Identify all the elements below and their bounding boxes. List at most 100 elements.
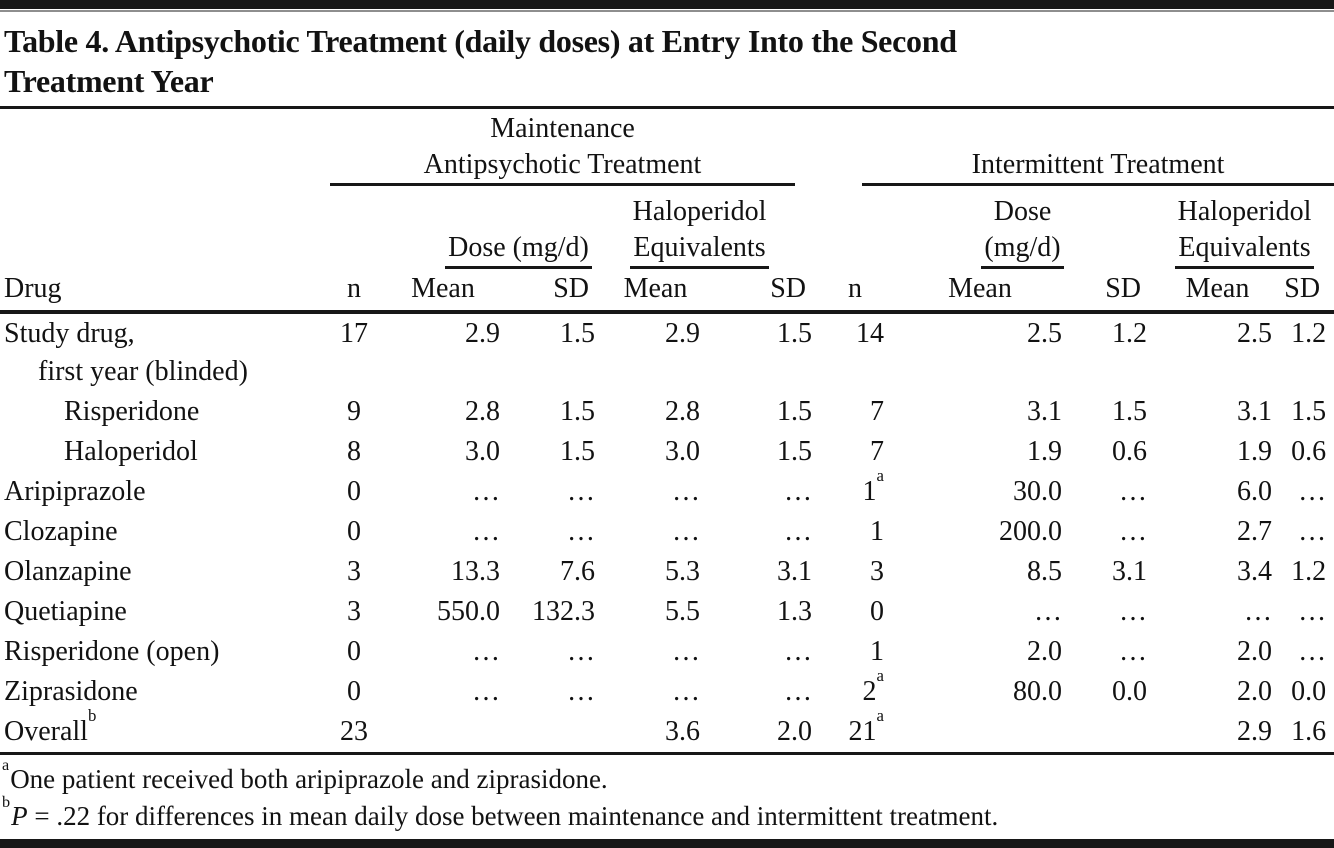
maintenance-dose-header: Dose (mg/d) [378,186,603,269]
table-row: Study drug, first year (blinded) 17 2.9 1.5 2… [0,312,1334,392]
cell: … [1119,596,1147,627]
cell: 1.5 [777,318,812,349]
cell: 2.5 [1027,318,1062,349]
spacer-cell [820,186,890,269]
cell: 550.0 [437,596,500,627]
cell: 0.6 [1291,436,1327,467]
cell: 1.2 [1291,318,1327,349]
intermittent-label: Intermittent Treatment [971,149,1225,180]
maintenance-haloperidol-equivalents-header: Haloperidol Equivalents [603,186,820,269]
cell: … [472,516,500,547]
cell: 132.3 [532,596,595,627]
maintenance-dose-underline: Dose (mg/d) [445,230,592,269]
column-header-drug: Drug [0,269,330,314]
cell: … [784,476,812,507]
cell: 1.3 [777,596,812,627]
cell: 1.2 [1112,318,1147,349]
maintenance-haloperidol-equivalents-underline: Haloperidol Equivalents [629,194,770,269]
subgroup-header-row: Dose (mg/d) Haloperidol Equivalents Dose… [0,186,1334,269]
table-title-line1: Table 4. Antipsychotic Treatment (daily … [4,23,957,59]
top-rule [0,0,1334,9]
cell: 21a [848,706,884,747]
intermittent-dose-underline: Dose (mg/d) [981,194,1064,269]
cell: 0 [347,516,361,547]
cell: 1.5 [560,436,595,467]
table-row: Overallb 23 3.6 2.0 21a 2.9 1.6 [0,706,1334,752]
column-header-row: Drug n Mean SD Mean SD n Mean SD Mean SD [0,269,1334,314]
cell: 1 [870,636,884,667]
cell: 0.0 [1291,676,1327,707]
maintenance-heq-label-line1: Haloperidol [632,196,767,227]
drug-label: Risperidone [64,396,200,427]
cell: 1.6 [1291,716,1327,747]
cell: … [567,676,595,707]
cell: 1.2 [1291,556,1327,587]
maintenance-dose-label: Dose (mg/d) [448,232,589,263]
cell: 6.0 [1237,476,1272,507]
cell: … [1119,516,1147,547]
spacer-cell [0,186,330,269]
column-header-sd-maint-heq: SD [708,269,820,314]
footnote: bP = .22 for differences in mean daily d… [2,792,999,831]
intermittent-dose-label-line2: (mg/d) [984,232,1061,263]
column-header-n-intermittent: n [820,269,890,314]
drug-label: Study drug, first year (blinded) [0,312,330,392]
cell: … [1298,596,1327,627]
cell: 7 [870,396,884,427]
maintenance-heq-label-line2: Equivalents [633,232,766,263]
column-header-mean-maint-dose: Mean [378,269,508,314]
drug-label: Quetiapine [4,596,127,627]
table-title: Table 4. Antipsychotic Treatment (daily … [0,12,1334,109]
cell: … [1298,516,1327,547]
maintenance-group-header: Maintenance Antipsychotic Treatment [330,109,820,186]
cell: 1.9 [1237,436,1272,467]
drug-label: Olanzapine [4,556,132,587]
cell [508,712,603,752]
cell: 3.0 [665,436,700,467]
cell: … [1298,636,1327,667]
column-header-n-maintenance: n [330,269,378,314]
cell: … [567,636,595,667]
column-header-sd-int-heq: SD [1280,269,1334,314]
table-row: Risperidone (open) 0………… 1 2.0… 2.0… [0,632,1334,672]
footnote-marker: a [2,755,10,774]
cell: 2.8 [465,396,500,427]
intermittent-dose-label-line1: Dose [993,196,1052,227]
cell: 1.5 [777,436,812,467]
cell: 1.5 [777,396,812,427]
cell [1070,712,1155,752]
cell: 1a [862,466,884,507]
maintenance-group-underline: Maintenance Antipsychotic Treatment [330,111,795,186]
cell: … [672,676,700,707]
cell: 200.0 [999,516,1062,547]
cell: 2a [862,666,884,707]
cell: 1.5 [560,396,595,427]
cell: 2.0 [1237,676,1272,707]
cell: 2.0 [1237,636,1272,667]
cell: 8 [347,436,361,467]
superscript-marker: b [87,706,97,726]
cell: … [567,516,595,547]
footnote-separator-rule [0,752,1334,755]
cell: 2.8 [665,396,700,427]
cell: 3 [870,556,884,587]
cell: … [672,476,700,507]
column-header-sd-int-dose: SD [1070,269,1155,314]
cell: 13.3 [451,556,500,587]
column-header-sd-maint-dose: SD [508,269,603,314]
cell: 5.3 [665,556,700,587]
footnote-italic-lead: P [11,801,28,831]
cell: 3.6 [665,716,700,747]
cell: 3.0 [465,436,500,467]
cell: … [1119,476,1147,507]
cell: 0.0 [1112,676,1147,707]
intermittent-group-header: Intermittent Treatment [820,109,1334,186]
cell: 8.5 [1027,556,1062,587]
cell: 2.7 [1237,516,1272,547]
cell: 0 [347,676,361,707]
cell: 2.9 [665,318,700,349]
cell [378,712,508,752]
superscript-marker: a [876,706,884,726]
cell: … [784,516,812,547]
footnote: aOne patient received both aripiprazole … [2,755,608,794]
